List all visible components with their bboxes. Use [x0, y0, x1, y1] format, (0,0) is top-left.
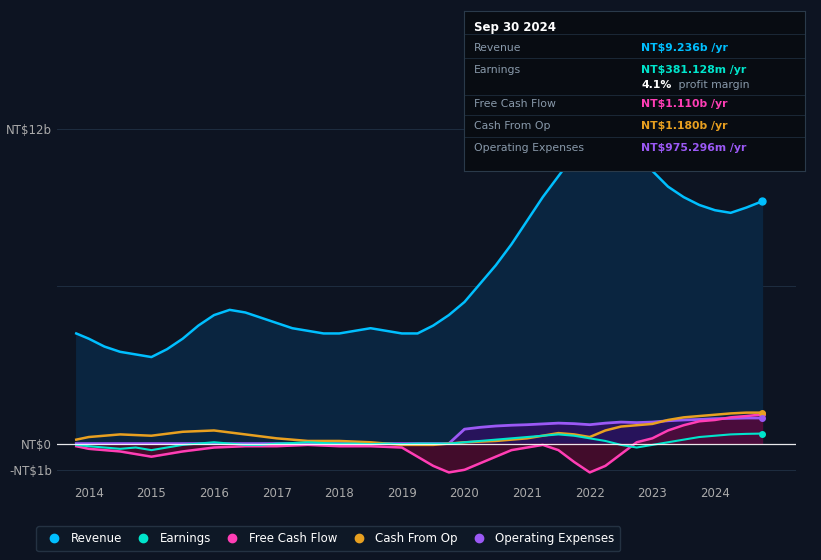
Text: NT$975.296m /yr: NT$975.296m /yr: [641, 143, 746, 153]
Text: NT$381.128m /yr: NT$381.128m /yr: [641, 66, 746, 75]
Text: 4.1%: 4.1%: [641, 80, 672, 90]
Text: profit margin: profit margin: [675, 80, 750, 90]
Text: Cash From Op: Cash From Op: [474, 121, 551, 131]
Text: Earnings: Earnings: [474, 66, 521, 75]
Text: Free Cash Flow: Free Cash Flow: [474, 99, 556, 109]
Text: Revenue: Revenue: [474, 43, 521, 53]
Text: NT$1.110b /yr: NT$1.110b /yr: [641, 99, 727, 109]
Text: NT$1.180b /yr: NT$1.180b /yr: [641, 121, 727, 131]
Text: Sep 30 2024: Sep 30 2024: [474, 21, 556, 34]
Text: Operating Expenses: Operating Expenses: [474, 143, 584, 153]
Text: NT$9.236b /yr: NT$9.236b /yr: [641, 43, 728, 53]
Legend: Revenue, Earnings, Free Cash Flow, Cash From Op, Operating Expenses: Revenue, Earnings, Free Cash Flow, Cash …: [36, 526, 621, 551]
